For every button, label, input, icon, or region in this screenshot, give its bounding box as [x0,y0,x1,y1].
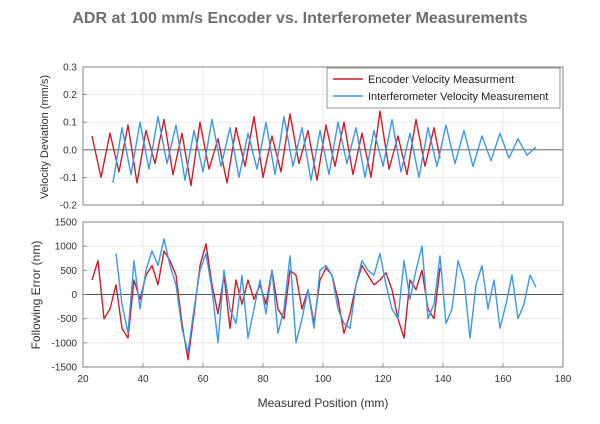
top-y-axis-label: Velocity Deviation (mm/s) [39,75,51,199]
legend-interferometer-label: Interferometer Velocity Measurement [368,91,548,103]
bottom-y-tick-label: -1000 [51,338,77,349]
bottom-y-tick-label: 500 [60,266,77,277]
bottom-y-axis-label: Following Error (nm) [29,241,43,350]
bottom-x-tick-label: 20 [77,374,89,385]
bottom-x-tick-label: 60 [197,374,209,385]
chart-title: ADR at 100 mm/s Encoder vs. Interferomet… [72,10,528,27]
legend-encoder-label: Encoder Velocity Measurment [368,74,514,86]
bottom-y-tick-label: -1500 [51,363,77,374]
bottom-x-tick-label: 120 [375,374,392,385]
top-y-tick-label: 0.2 [63,90,77,101]
bottom-y-tick-label: 1000 [55,242,78,253]
top-y-tick-label: 0.1 [63,118,77,129]
x-axis-label: Measured Position (mm) [257,396,389,410]
top-y-tick-label: 0.0 [63,145,77,156]
bottom-x-tick-label: 140 [435,374,452,385]
top-series-line-0 [91,110,441,187]
bottom-x-tick-label: 40 [137,374,149,385]
bottom-series-line-1 [115,238,537,354]
legend: Encoder Velocity Measurment Interferomet… [326,67,561,109]
bottom-x-tick-label: 180 [555,374,572,385]
top-y-tick-label: 0.3 [63,63,77,74]
bottom-y-tick-label: -500 [57,314,77,325]
bottom-x-tick-label: 160 [495,374,512,385]
top-y-tick-label: -0.2 [60,201,78,212]
bottom-x-tick-label: 100 [315,374,332,385]
bottom-series-line-0 [91,243,441,361]
top-series-line-1 [112,115,537,184]
legend-box [326,67,561,109]
bottom-y-tick-label: 1500 [55,218,78,229]
top-y-tick-label: -0.1 [60,173,78,184]
bottom-x-tick-label: 80 [257,374,269,385]
bottom-y-tick-label: 0 [71,290,77,301]
